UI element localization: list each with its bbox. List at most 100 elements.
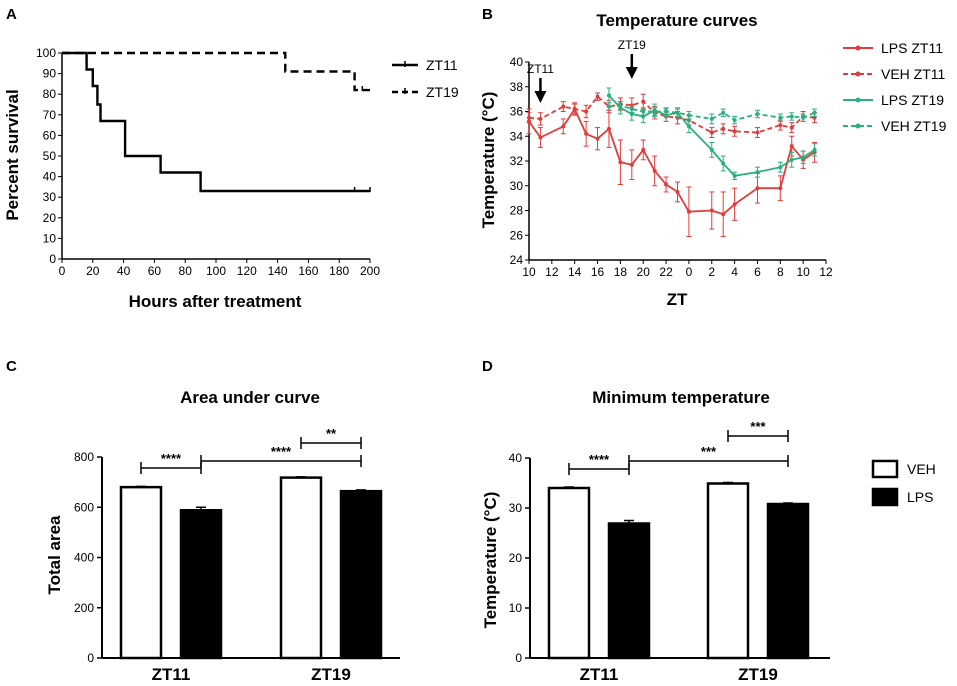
temp-curves-y-tick-label: 36 [510, 105, 524, 119]
temp-point-lps-zt19 [641, 114, 646, 119]
temp-legend-marker-lps-zt19 [855, 97, 861, 103]
temp-point-lps-zt11 [595, 136, 600, 141]
temp-curves-x-tick-label: 16 [591, 265, 605, 279]
temp-point-veh-zt19 [812, 110, 817, 115]
temp-curves-y-tick-label: 40 [510, 55, 524, 69]
auc-bar-zt11-veh [119, 485, 163, 660]
survival-x-label: Hours after treatment [129, 292, 302, 311]
min-temp-bar-zt11-veh [547, 486, 591, 660]
auc-y-tick-label: 200 [74, 601, 94, 615]
survival-x-tick-label: 200 [360, 264, 380, 278]
temp-point-lps-zt11 [629, 162, 634, 167]
temp-point-veh-zt19 [721, 110, 726, 115]
temp-point-lps-zt19 [629, 111, 634, 116]
temp-point-lps-zt11 [778, 186, 783, 191]
min-temp-bar-zt11-lps [607, 522, 651, 660]
survival-y-tick-label: 80 [43, 87, 57, 101]
temp-curves-x-tick-label: 12 [545, 265, 559, 279]
auc-significance-label: ** [326, 426, 337, 441]
temp-point-lps-zt19 [664, 113, 669, 118]
temp-point-lps-zt11 [652, 168, 657, 173]
min-temp-bar-zt19-veh [706, 482, 750, 660]
minimum-temperature-chart: Minimum temperature Temperature (°C) 0 10… [481, 388, 936, 684]
temp-point-veh-zt19 [755, 111, 760, 116]
temp-point-veh-zt11 [595, 94, 600, 99]
survival-legend-label-zt11: ZT11 [426, 57, 458, 73]
survival-y-tick-label: 50 [43, 149, 57, 163]
temp-line-lps-zt11 [528, 107, 816, 216]
temp-legend-marker-veh-zt19 [855, 123, 861, 129]
temp-curves-x-tick-label: 18 [614, 265, 628, 279]
temp-curves-x-label: ZT [667, 290, 688, 309]
temp-point-lps-zt11 [675, 189, 680, 194]
temp-point-lps-zt11 [721, 212, 726, 217]
temp-legend-label-veh-zt11: VEH ZT11 [881, 66, 946, 82]
survival-y-tick-label: 100 [36, 46, 56, 60]
min-temp-legend-label-veh: VEH [907, 461, 936, 477]
min-temp-y-label: Temperature (°C) [481, 492, 500, 629]
temp-legend-label-lps-zt11: LPS ZT11 [881, 40, 943, 56]
temp-point-lps-zt11 [732, 202, 737, 207]
temp-line-veh-zt19 [608, 104, 815, 122]
survival-y-tick-label: 20 [43, 211, 57, 225]
temp-curves-x-tick-label: 20 [637, 265, 651, 279]
temp-curves-x-tick-label: 0 [686, 265, 693, 279]
temp-point-lps-zt19 [606, 93, 611, 98]
temp-curves-y-tick-label: 24 [510, 253, 524, 267]
min-temp-y-tick-label: 0 [515, 651, 522, 665]
temp-point-lps-zt19 [812, 147, 817, 152]
auc-y-label: Total area [45, 515, 64, 595]
temp-point-veh-zt11 [641, 99, 646, 104]
survival-y-tick-label: 90 [43, 67, 57, 81]
temp-curves-y-tick-label: 30 [510, 179, 524, 193]
temp-point-lps-zt11 [561, 124, 566, 129]
survival-line-zt11 [62, 51, 370, 193]
temp-point-lps-zt11 [641, 147, 646, 152]
temp-curves-x-tick-label: 14 [568, 265, 582, 279]
auc-category-label: ZT19 [311, 665, 351, 684]
temp-curves-x-tick-label: 6 [754, 265, 761, 279]
annotation-arrow-head-zt19 [625, 67, 638, 79]
temp-point-veh-zt19 [606, 104, 611, 109]
min-temp-significance-label: *** [750, 419, 766, 434]
survival-y-label: Percent survival [3, 89, 22, 220]
temp-point-lps-zt11 [618, 160, 623, 165]
min-temp-bar-zt19-lps [766, 502, 810, 660]
temp-curves-x-tick-label: 10 [796, 265, 810, 279]
survival-x-tick-label: 80 [179, 264, 193, 278]
survival-x-tick-label: 180 [329, 264, 349, 278]
auc-significance-label: **** [271, 444, 292, 459]
temp-point-veh-zt11 [778, 123, 783, 128]
survival-x-tick-label: 20 [86, 264, 100, 278]
auc-bar-zt19-veh [279, 476, 323, 660]
temp-curves-x-tick-label: 22 [659, 265, 673, 279]
temperature-curves-chart: Temperature curves ZT Temperature (°C) 2… [479, 11, 947, 309]
panel-letter-d: D [482, 358, 493, 375]
temp-point-veh-zt11 [538, 116, 543, 121]
area-under-curve-chart: Area under curve Total area 0 200 400 600 80… [45, 388, 400, 684]
temp-curves-y-tick-label: 38 [510, 80, 524, 94]
temp-point-lps-zt19 [721, 161, 726, 166]
temp-point-lps-zt11 [572, 107, 577, 112]
temp-point-veh-zt11 [709, 130, 714, 135]
survival-y-tick-label: 60 [43, 128, 57, 142]
auc-title: Area under curve [180, 388, 320, 407]
temp-point-veh-zt19 [801, 115, 806, 120]
auc-y-tick-label: 800 [74, 450, 94, 464]
auc-y-tick-label: 0 [87, 651, 94, 665]
temp-point-lps-zt19 [778, 165, 783, 170]
min-temp-legend-label-lps: LPS [907, 489, 933, 505]
temp-point-lps-zt11 [755, 186, 760, 191]
temp-point-lps-zt11 [584, 131, 589, 136]
min-temp-y-tick-label: 20 [509, 551, 523, 565]
temp-point-veh-zt19 [709, 116, 714, 121]
temp-point-lps-zt11 [527, 119, 531, 124]
temp-point-lps-zt19 [686, 124, 691, 129]
survival-x-tick-label: 100 [206, 264, 226, 278]
min-temp-significance-label: *** [701, 444, 717, 459]
temp-curves-y-tick-label: 26 [510, 228, 524, 242]
temp-point-lps-zt11 [686, 209, 691, 214]
temp-curves-title: Temperature curves [596, 11, 757, 30]
temp-legend-marker-lps-zt11 [855, 45, 861, 51]
